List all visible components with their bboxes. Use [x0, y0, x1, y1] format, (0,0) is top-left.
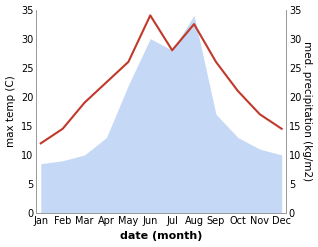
- Y-axis label: med. precipitation (kg/m2): med. precipitation (kg/m2): [302, 41, 313, 181]
- Y-axis label: max temp (C): max temp (C): [5, 75, 16, 147]
- X-axis label: date (month): date (month): [120, 231, 203, 242]
